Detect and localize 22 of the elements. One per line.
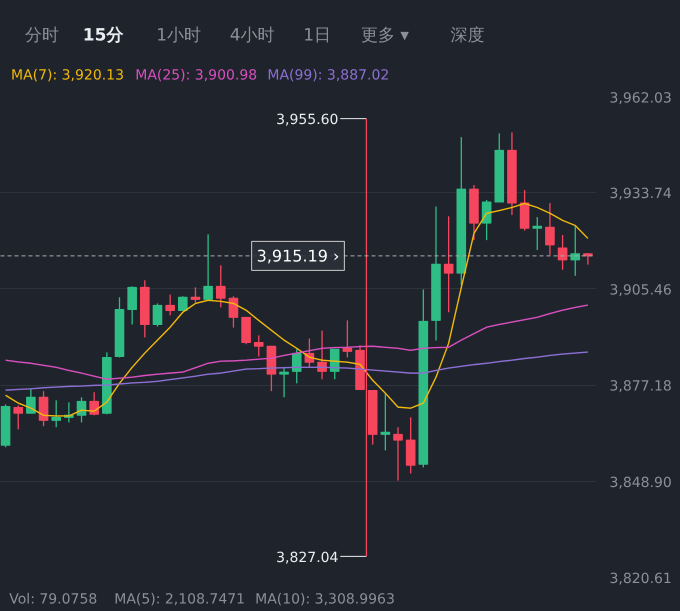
text: MA(99): 3,887.02 (267, 68, 390, 84)
text: Vol: 79.0758 (9, 592, 98, 608)
text: MA(5): 2,108.7471 (114, 592, 246, 608)
ref-line-label: 3,915.19 › (256, 246, 340, 266)
y-tick-label: 3,848.90 (610, 474, 672, 491)
y-tick-label: 3,905.46 (610, 282, 672, 298)
text: 1日 (303, 26, 332, 46)
text: 15分 (82, 26, 124, 46)
text: MA(10): 3,308.9963 (255, 592, 395, 608)
text: 分时 (25, 26, 59, 46)
y-tick-label: 3,933.74 (610, 186, 672, 202)
y-tick-label: 3,820.61 (610, 571, 672, 587)
text: MA(25): 3,900.98 (135, 68, 258, 84)
annotation: 3,827.04 (276, 550, 339, 566)
annotation: 3,955.60 (276, 112, 338, 128)
y-tick-label: 3,877.18 (610, 378, 672, 395)
text: MA(7): 3,920.13 (11, 68, 124, 84)
y-tick-label: 3,962.03 (610, 90, 672, 106)
text: 深度 (450, 26, 484, 46)
text: 4小时 (230, 26, 275, 46)
text: 1小时 (156, 26, 202, 46)
text: 更多 ▾ (361, 26, 410, 46)
